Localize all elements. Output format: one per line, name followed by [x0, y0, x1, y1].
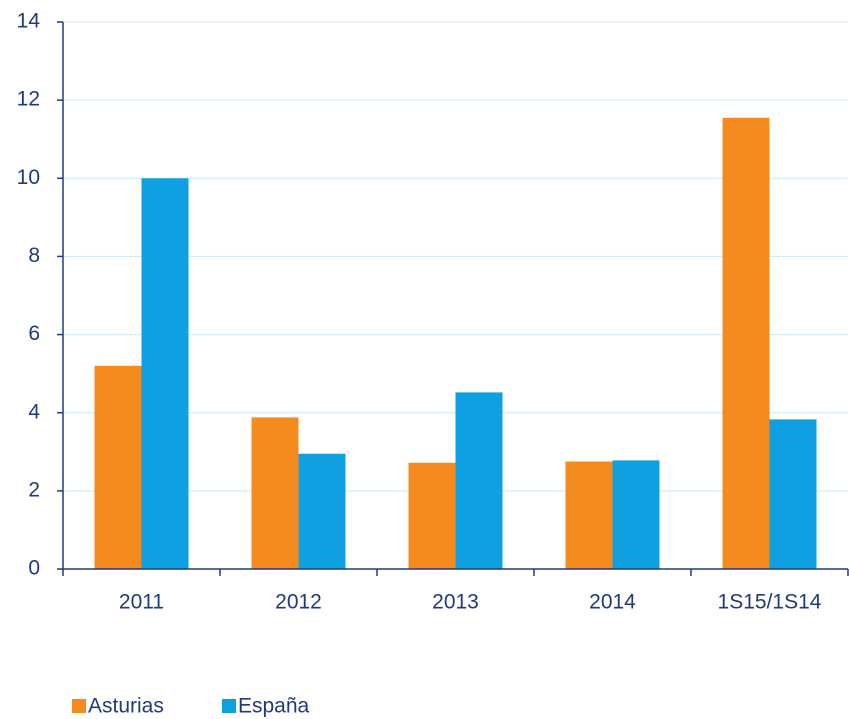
- bar: [298, 453, 346, 569]
- bar: [565, 461, 613, 569]
- bar: [408, 462, 456, 569]
- legend-swatch: [222, 699, 236, 713]
- y-tick-label: 2: [28, 478, 40, 501]
- y-tick-label: 14: [17, 10, 41, 33]
- x-tick-label: 2012: [275, 591, 322, 614]
- y-tick-label: 0: [28, 557, 40, 580]
- legend-swatch: [72, 699, 86, 713]
- y-tick-label: 6: [28, 322, 40, 345]
- legend-label: Asturias: [88, 695, 164, 718]
- x-tick-label: 2011: [119, 591, 164, 614]
- bar: [612, 460, 660, 569]
- bar: [251, 417, 299, 569]
- legend-label: España: [238, 695, 310, 718]
- y-tick-label: 4: [28, 400, 40, 423]
- bar: [722, 117, 770, 569]
- y-tick-label: 12: [17, 88, 40, 111]
- bar: [769, 419, 817, 569]
- x-tick-label: 2014: [589, 591, 636, 614]
- bar: [94, 365, 142, 569]
- bar: [455, 392, 503, 569]
- bar: [141, 178, 189, 570]
- x-tick-label: 2013: [432, 591, 479, 614]
- x-tick-label: 1S15/1S14: [718, 591, 822, 614]
- y-tick-label: 10: [17, 166, 40, 189]
- y-tick-label: 8: [28, 244, 40, 267]
